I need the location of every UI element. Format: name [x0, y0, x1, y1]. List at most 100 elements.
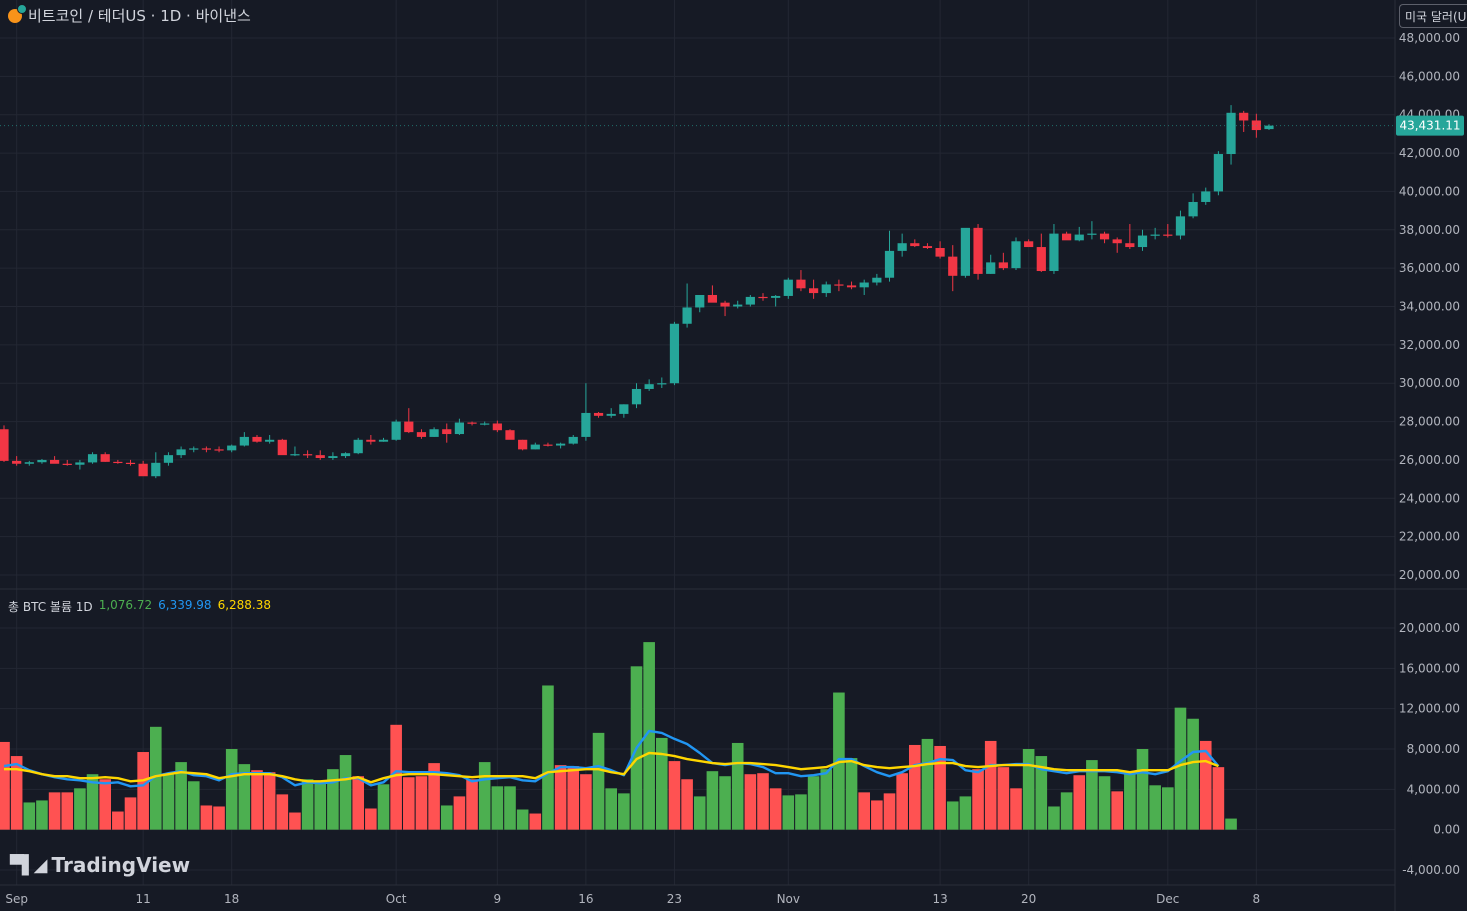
volume-bar: [301, 779, 314, 830]
candle-body: [593, 412, 604, 416]
candle-body: [62, 463, 72, 465]
volume-bar: [352, 776, 364, 830]
tradingview-logo-text: TradingView: [51, 853, 191, 877]
price-axis-label: 32,000.00: [1399, 338, 1460, 352]
volume-bar: [580, 774, 592, 830]
volume-bar: [36, 800, 48, 830]
candle-body: [948, 256, 958, 276]
volume-bar: [959, 796, 972, 830]
volume-axis-label: -4,000.00: [1402, 863, 1460, 877]
candle-body: [935, 248, 945, 257]
volume-bar: [74, 788, 86, 830]
time-axis-label: 13: [932, 892, 947, 906]
volume-bar: [251, 770, 263, 830]
candle-body: [353, 439, 363, 454]
candle-body: [998, 262, 1008, 269]
volume-bar: [542, 685, 554, 830]
candle-body: [1011, 241, 1021, 269]
time-axis-label: 23: [667, 892, 682, 906]
candle-body: [783, 279, 793, 296]
candle-body: [189, 448, 199, 450]
volume-bar: [921, 738, 934, 830]
candle-body: [960, 227, 970, 276]
price-axis-label: 40,000.00: [1399, 184, 1460, 198]
tradingview-logo[interactable]: ▀▌◢ TradingView: [10, 853, 190, 877]
candle-body: [480, 423, 490, 425]
candle-body: [657, 383, 667, 385]
candle-body: [707, 294, 717, 303]
volume-bar: [693, 796, 706, 830]
candle-body: [1150, 234, 1160, 236]
volume-bar: [946, 801, 959, 830]
candle-body: [872, 277, 882, 283]
candle-body: [821, 284, 831, 294]
volume-bar: [757, 773, 769, 830]
volume-bar: [175, 762, 187, 830]
candle-body: [1201, 191, 1211, 202]
volume-bar: [1212, 767, 1225, 830]
volume-bar: [99, 779, 111, 830]
candle-body: [442, 429, 452, 435]
price-axis-label: 34,000.00: [1399, 300, 1460, 314]
price-axis-label: 38,000.00: [1399, 223, 1460, 237]
volume-bar: [200, 805, 213, 830]
candle-body: [669, 323, 680, 384]
volume-bar: [529, 813, 542, 830]
volume-bar: [339, 755, 352, 830]
bitcoin-icon: [8, 3, 27, 23]
volume-bar: [466, 779, 478, 830]
candle-body: [505, 430, 515, 440]
candle-body: [75, 462, 85, 465]
volume-bar: [1149, 785, 1161, 830]
volume-axis-label: 4,000.00: [1407, 782, 1460, 796]
volume-bar: [327, 769, 339, 830]
candle-body: [720, 302, 730, 307]
volume-bar: [1136, 749, 1149, 830]
candle-body: [454, 422, 464, 435]
volume-bar: [896, 773, 908, 830]
volume-bar: [795, 794, 807, 830]
candle-body: [745, 296, 755, 305]
volume-bar: [782, 795, 795, 830]
candle-body: [1239, 112, 1249, 121]
volume-bar: [440, 805, 453, 830]
candle-body: [518, 439, 528, 450]
candle-body: [378, 439, 389, 442]
volume-bar: [731, 742, 744, 830]
volume-bar: [769, 788, 782, 830]
volume-bar: [1098, 776, 1111, 830]
candle-body: [265, 439, 275, 442]
price-axis-label: 36,000.00: [1399, 261, 1460, 275]
candle-body: [1213, 154, 1223, 192]
candle-body: [1188, 201, 1198, 217]
volume-bar: [1010, 788, 1022, 830]
candle-body: [1099, 233, 1110, 240]
candle-body: [1087, 233, 1097, 235]
volume-bar: [643, 642, 655, 830]
candle-body: [556, 443, 566, 446]
volume-bar: [618, 793, 630, 830]
volume-bar: [719, 776, 731, 830]
volume-bar: [1086, 760, 1098, 830]
volume-legend[interactable]: 총 BTC 볼륨 1D 1,076.72 6,339.98 6,288.38: [8, 598, 271, 615]
volume-bar: [656, 737, 668, 830]
volume-bar: [124, 797, 137, 830]
volume-bar: [871, 800, 883, 830]
candle-body: [391, 421, 401, 440]
candle-body: [568, 436, 578, 444]
symbol-header[interactable]: 비트코인 / 테더US · 1D · 바이낸스: [8, 3, 251, 26]
volume-bar: [213, 806, 225, 830]
volume-bar: [112, 811, 124, 830]
candle-body: [1074, 234, 1084, 241]
volume-bar: [86, 774, 99, 830]
candle-body: [796, 279, 806, 289]
time-axis-label: Nov: [777, 892, 800, 906]
currency-button[interactable]: 미국 달러(U: [1399, 4, 1467, 28]
volume-bar: [428, 763, 440, 830]
candle-body: [1024, 241, 1034, 248]
candle-body: [1264, 125, 1274, 130]
volume-axis-label: 8,000.00: [1407, 742, 1460, 756]
candle-body: [113, 461, 123, 464]
volume-bar: [909, 744, 921, 830]
